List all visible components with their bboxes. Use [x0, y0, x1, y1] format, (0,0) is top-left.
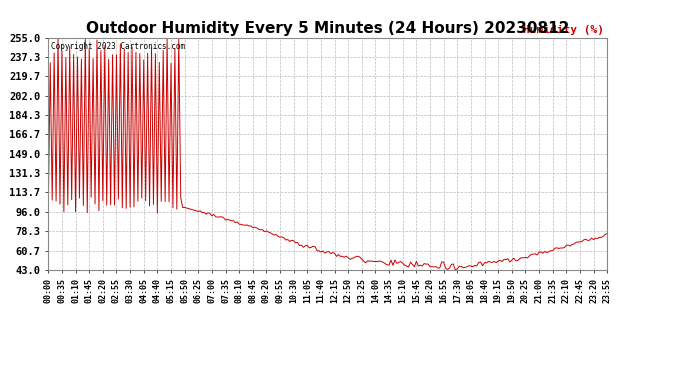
Title: Outdoor Humidity Every 5 Minutes (24 Hours) 20230812: Outdoor Humidity Every 5 Minutes (24 Hou… [86, 21, 569, 36]
Text: Copyright 2023 Cartronics.com: Copyright 2023 Cartronics.com [51, 42, 185, 51]
Text: Humidity (%): Humidity (%) [524, 25, 604, 35]
